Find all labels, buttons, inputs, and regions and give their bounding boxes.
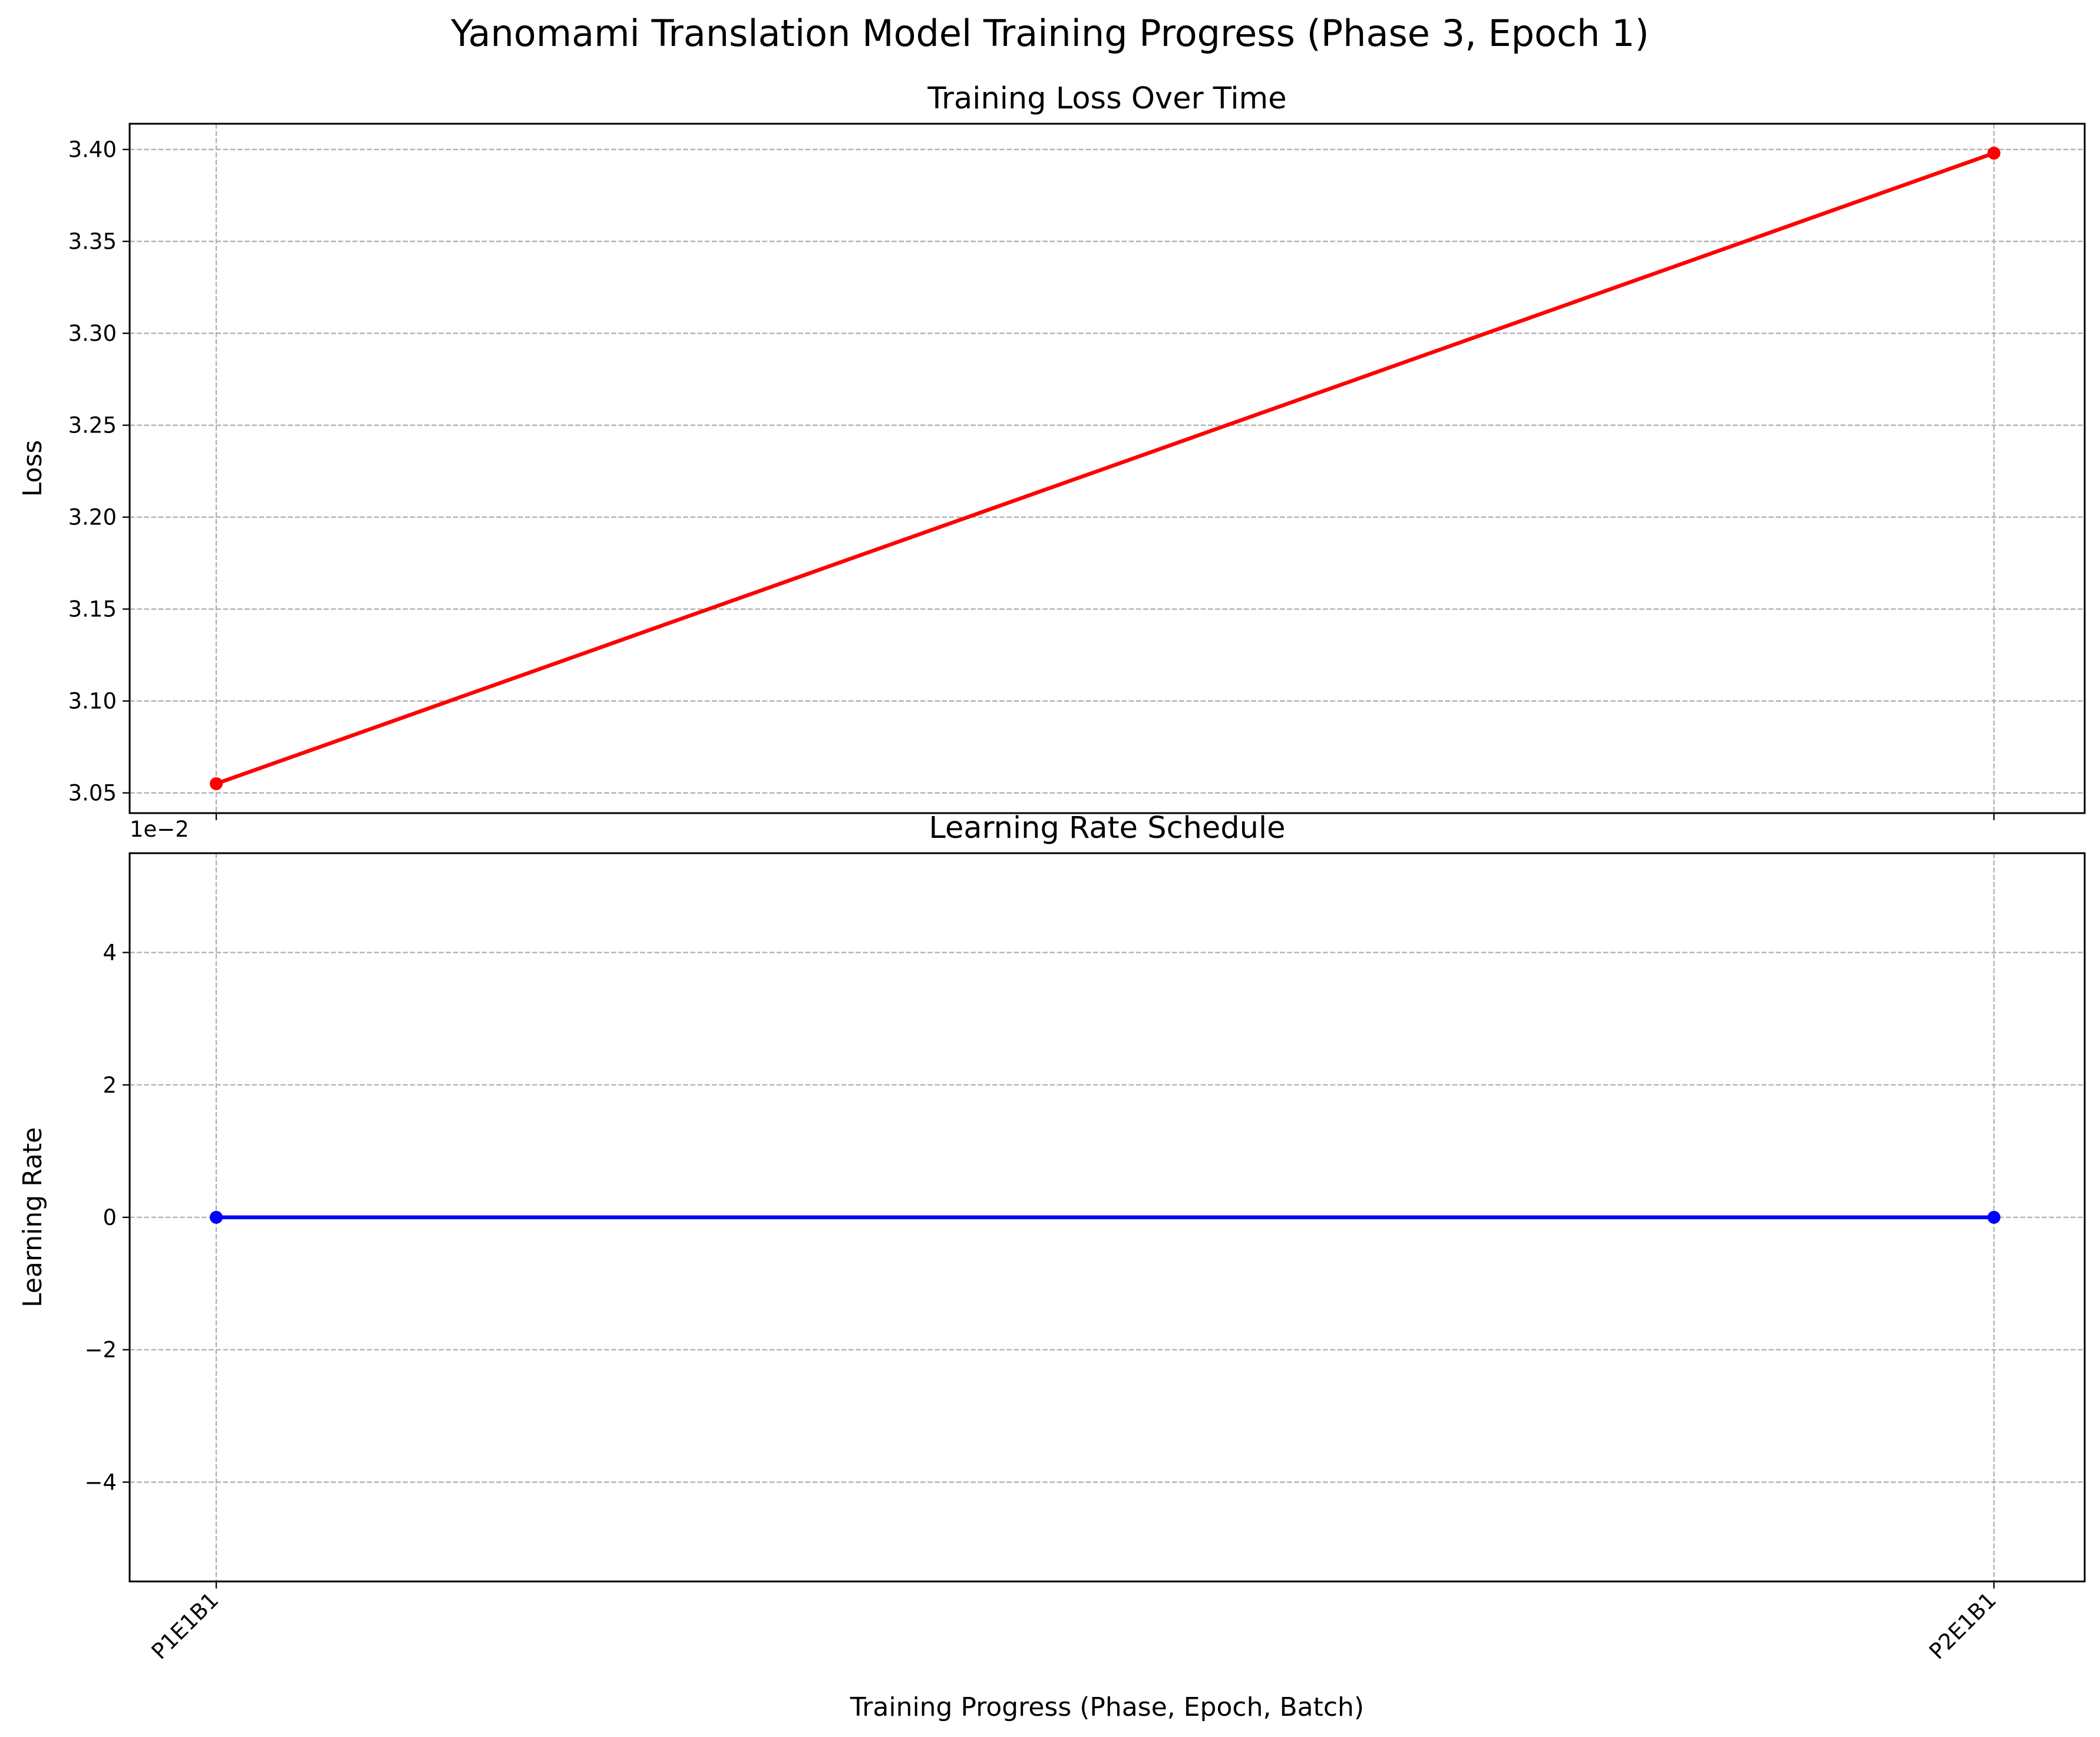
axes-frame (128, 852, 2086, 1583)
y-tick-label: 3.05 (68, 781, 117, 806)
y-tick-label: 3.25 (68, 413, 117, 438)
y-tick-label: −4 (84, 1469, 117, 1495)
data-point (210, 777, 223, 791)
y-offset-text: 1e−2 (130, 817, 189, 842)
y-tick-label: 3.30 (68, 321, 117, 346)
y-tick-label: −2 (84, 1338, 117, 1363)
y-tick-label: 3.20 (68, 505, 117, 530)
data-point (1987, 1211, 2000, 1224)
x-axis-label: Training Progress (Phase, Epoch, Batch) (850, 1692, 1364, 1722)
y-axis-label: Loss (18, 440, 48, 497)
subplot-title: Training Loss Over Time (927, 81, 1286, 116)
y-tick-label: 3.10 (68, 689, 117, 714)
y-tick-label: 0 (103, 1205, 117, 1230)
series-line (215, 151, 1995, 786)
y-axis-label: Learning Rate (18, 1127, 48, 1307)
data-point (1987, 146, 2000, 160)
data-point (210, 1211, 223, 1224)
y-tick-label: 3.15 (68, 597, 117, 622)
y-tick-label: 3.35 (68, 229, 117, 255)
y-tick-label: 3.40 (68, 137, 117, 163)
subplot-title: Learning Rate Schedule (929, 811, 1285, 846)
y-tick-label: 2 (103, 1072, 117, 1098)
y-tick-label: 4 (103, 940, 117, 966)
subplot-1: 3.05 3.10 3.15 3.20 3.25 3.30 3.35 3.40 Training… (18, 81, 2086, 820)
figure-title: Yanomami Translation Model Training Prog… (450, 12, 1649, 55)
axes-frame (128, 123, 2086, 814)
